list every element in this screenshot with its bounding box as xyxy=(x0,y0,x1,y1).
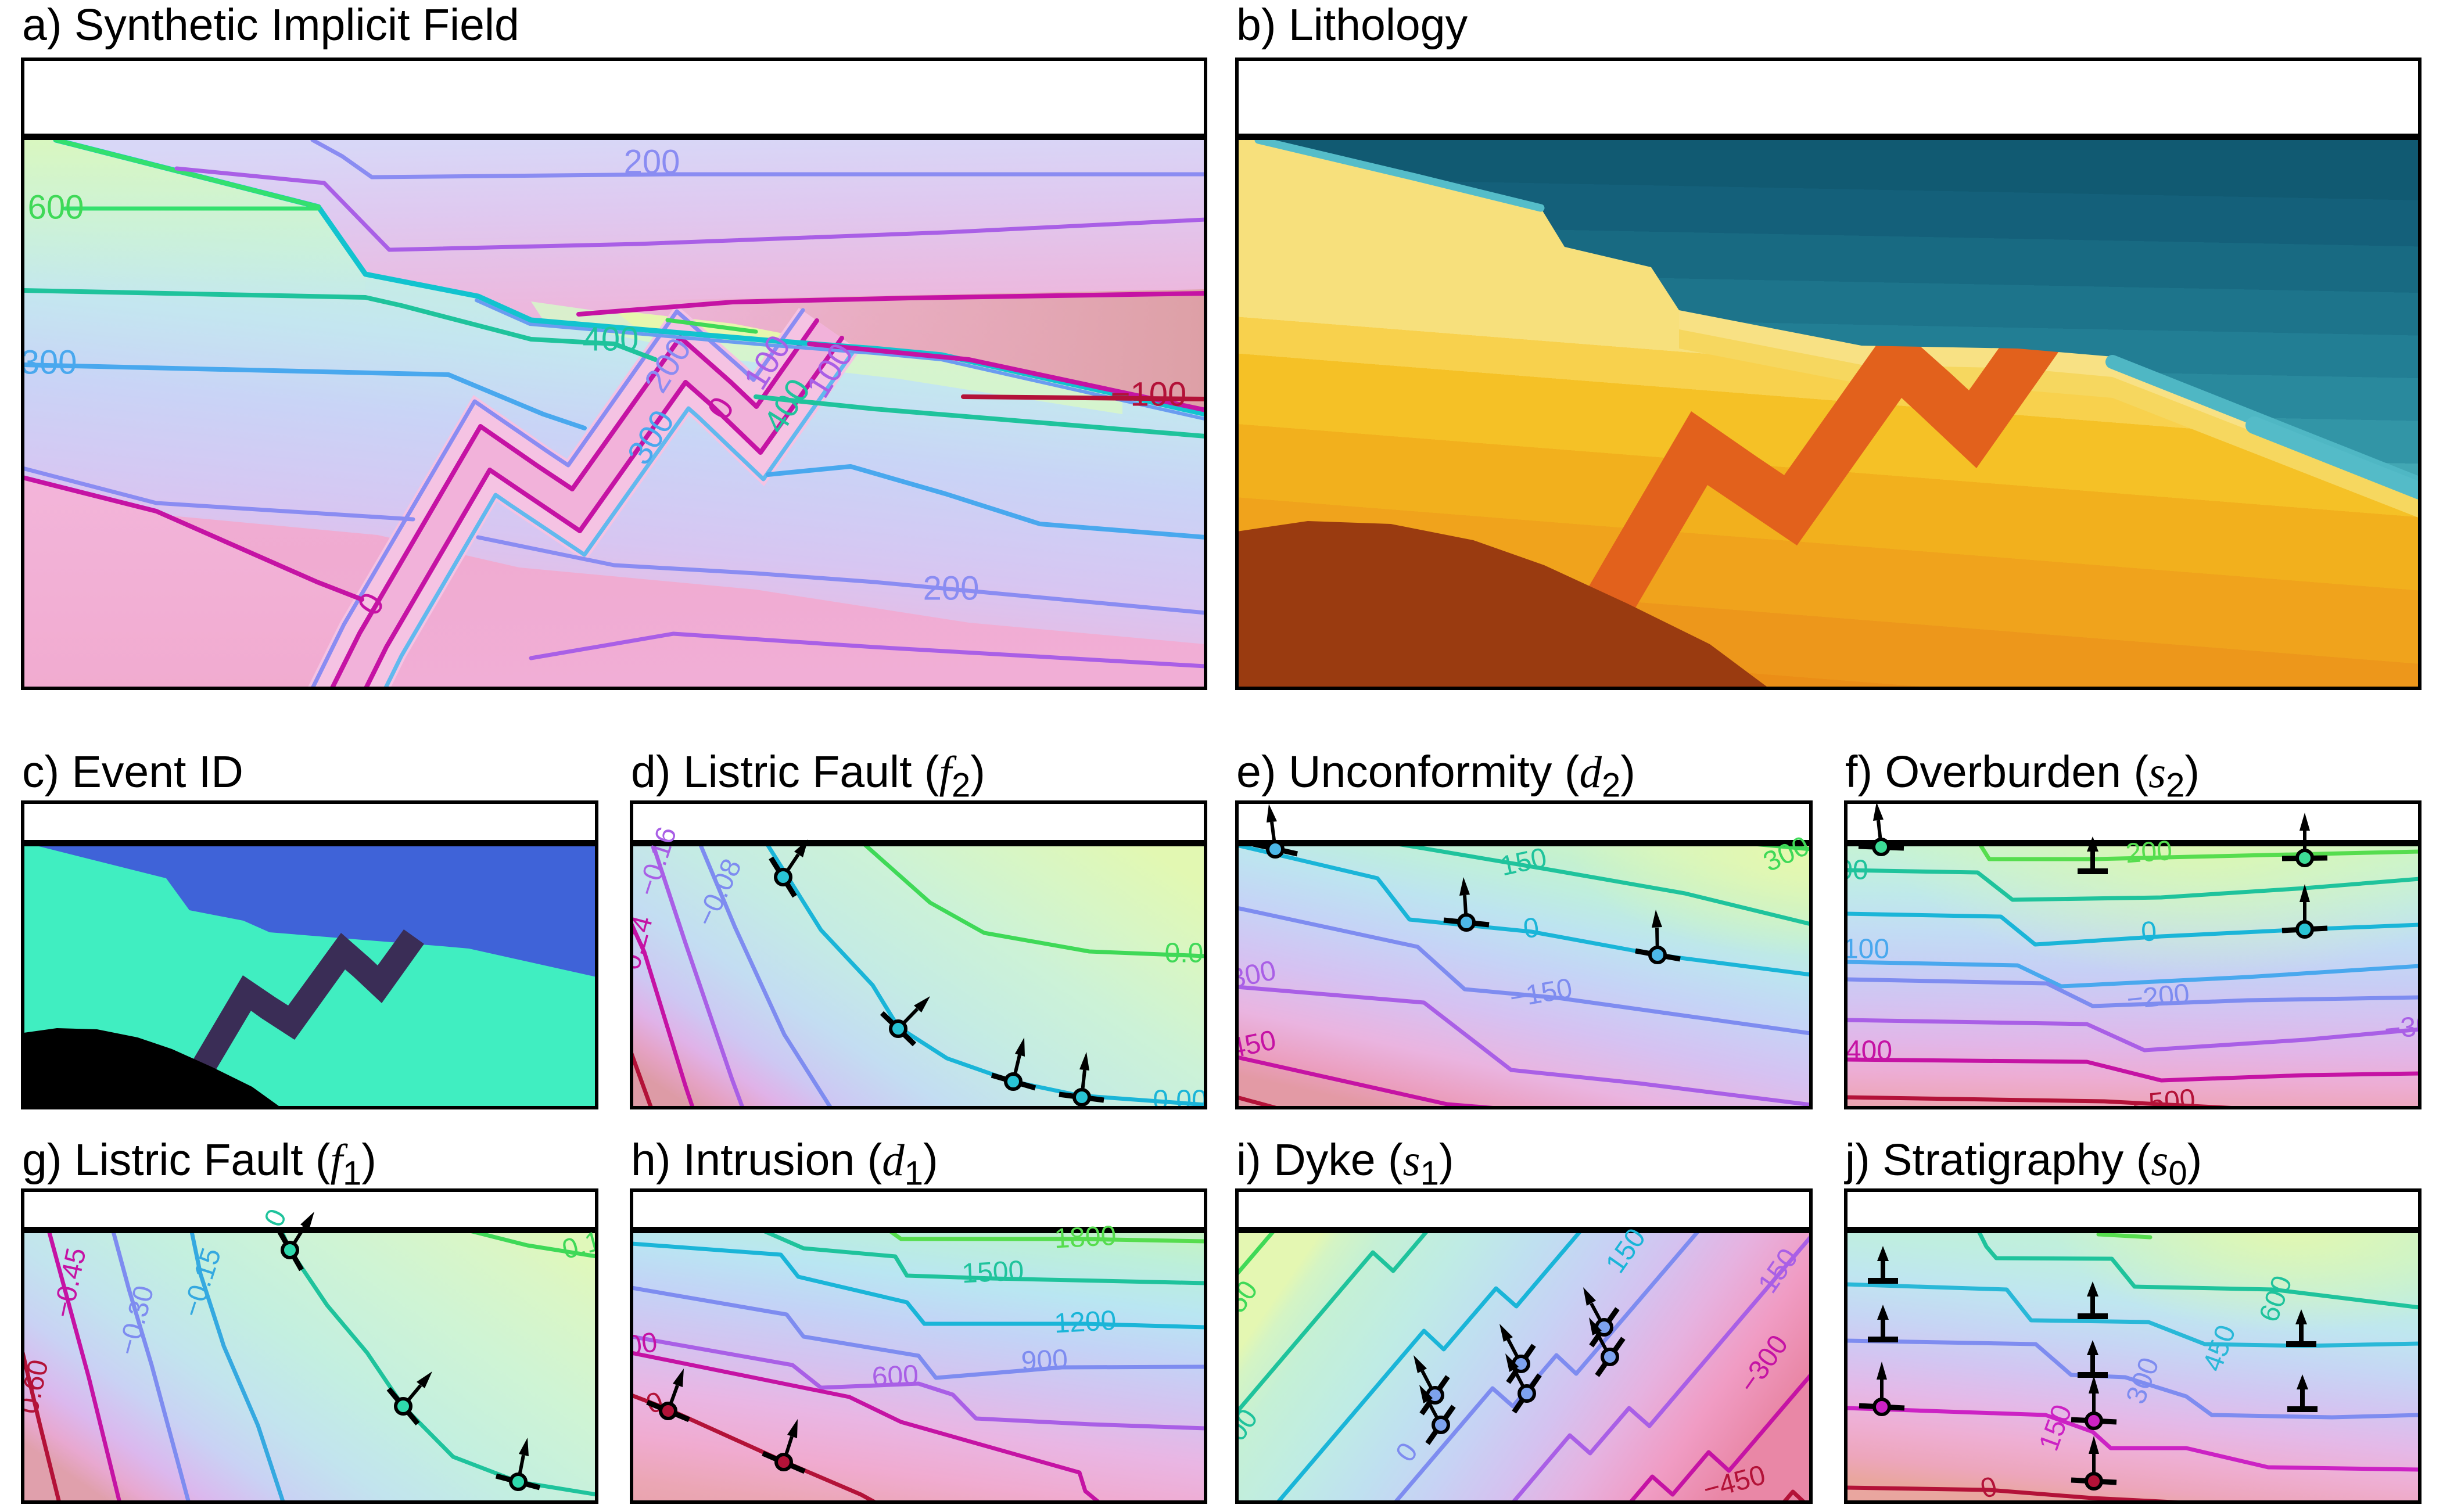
svg-text:−200: −200 xyxy=(2125,978,2191,1015)
svg-text:0.00: 0.00 xyxy=(1153,1085,1207,1109)
svg-text:400: 400 xyxy=(1846,1036,1892,1066)
svg-text:400: 400 xyxy=(583,320,639,358)
svg-text:200: 200 xyxy=(2125,835,2173,869)
svg-text:−30: −30 xyxy=(2383,1010,2422,1046)
svg-text:1200: 1200 xyxy=(1053,1305,1117,1339)
svg-text:100: 100 xyxy=(1844,934,1889,965)
svg-text:0: 0 xyxy=(2140,916,2158,948)
svg-text:600: 600 xyxy=(28,188,84,226)
svg-text:600: 600 xyxy=(871,1360,919,1393)
svg-text:0.0: 0.0 xyxy=(1165,938,1204,969)
svg-text:1500: 1500 xyxy=(961,1255,1024,1290)
svg-text:1800: 1800 xyxy=(1053,1220,1117,1255)
svg-text:00: 00 xyxy=(630,1327,659,1362)
svg-text:200: 200 xyxy=(624,143,680,181)
svg-text:−100: −100 xyxy=(1111,375,1187,413)
svg-text:300: 300 xyxy=(21,343,77,381)
svg-text:900: 900 xyxy=(1020,1344,1068,1377)
svg-text:00: 00 xyxy=(1844,855,1868,886)
svg-text:200: 200 xyxy=(923,569,980,607)
